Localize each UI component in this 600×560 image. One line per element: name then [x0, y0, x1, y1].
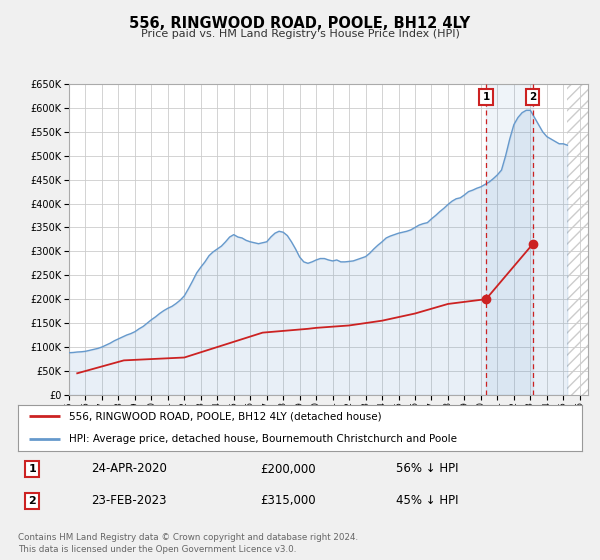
Text: 2: 2 — [28, 496, 36, 506]
Text: 556, RINGWOOD ROAD, POOLE, BH12 4LY: 556, RINGWOOD ROAD, POOLE, BH12 4LY — [130, 16, 470, 31]
Bar — [486, 84, 533, 395]
Text: HPI: Average price, detached house, Bournemouth Christchurch and Poole: HPI: Average price, detached house, Bour… — [69, 435, 457, 444]
Text: Contains HM Land Registry data © Crown copyright and database right 2024.: Contains HM Land Registry data © Crown c… — [18, 533, 358, 542]
Text: 556, RINGWOOD ROAD, POOLE, BH12 4LY (detached house): 556, RINGWOOD ROAD, POOLE, BH12 4LY (det… — [69, 412, 382, 421]
Text: £200,000: £200,000 — [260, 463, 316, 475]
Text: 24-APR-2020: 24-APR-2020 — [91, 463, 167, 475]
Text: 23-FEB-2023: 23-FEB-2023 — [91, 494, 167, 507]
Text: 45% ↓ HPI: 45% ↓ HPI — [396, 494, 458, 507]
Text: £315,000: £315,000 — [260, 494, 316, 507]
Text: 1: 1 — [28, 464, 36, 474]
Text: Price paid vs. HM Land Registry's House Price Index (HPI): Price paid vs. HM Land Registry's House … — [140, 29, 460, 39]
Text: This data is licensed under the Open Government Licence v3.0.: This data is licensed under the Open Gov… — [18, 545, 296, 554]
Text: 2: 2 — [529, 92, 536, 102]
Text: 1: 1 — [482, 92, 490, 102]
Bar — [568, 84, 588, 395]
Text: 56% ↓ HPI: 56% ↓ HPI — [396, 463, 458, 475]
